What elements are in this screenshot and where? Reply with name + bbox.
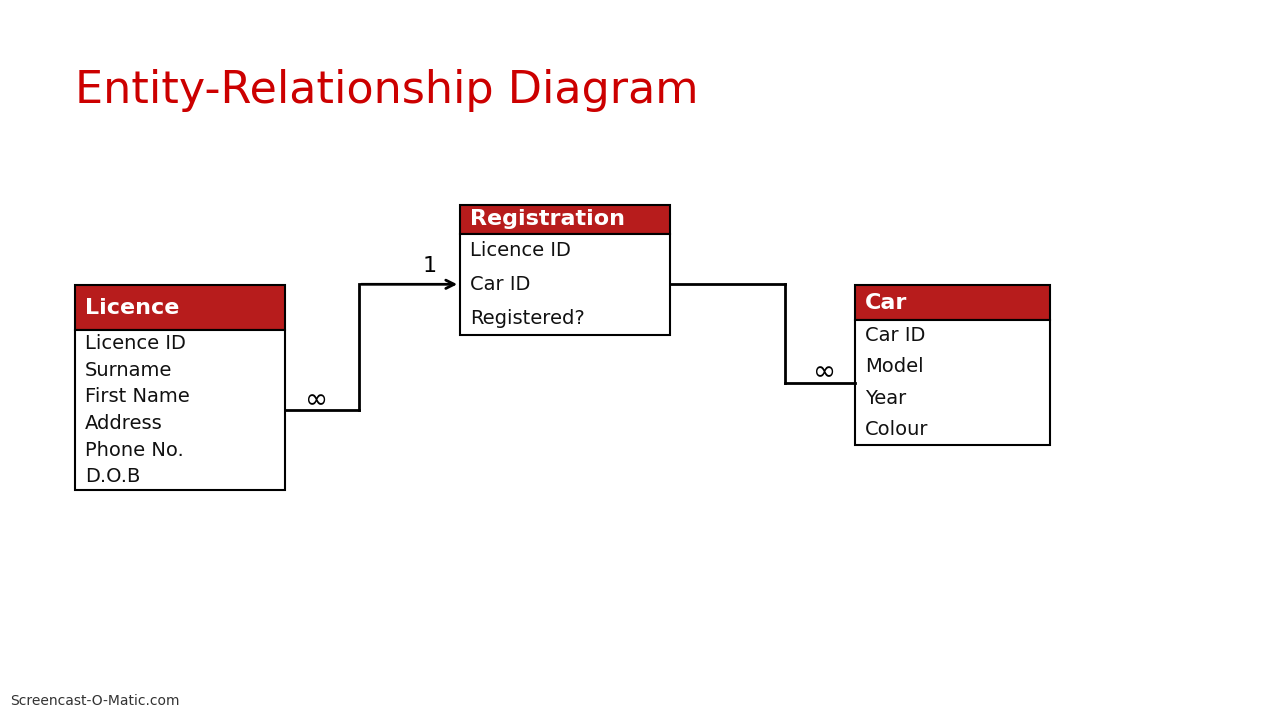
Text: Licence ID: Licence ID [470, 241, 571, 260]
Bar [460, 205, 669, 233]
Text: 1: 1 [422, 256, 436, 276]
Text: Registered?: Registered? [470, 309, 585, 328]
Bar [460, 233, 669, 335]
Text: Car: Car [865, 292, 908, 312]
Bar [76, 330, 285, 490]
Text: First Name: First Name [84, 387, 189, 406]
Bar [855, 320, 1050, 445]
Text: Licence ID: Licence ID [84, 334, 186, 353]
Text: Model: Model [865, 358, 924, 377]
Text: D.O.B: D.O.B [84, 467, 141, 486]
Text: Entity-Relationship Diagram: Entity-Relationship Diagram [76, 68, 699, 112]
Text: Year: Year [865, 389, 906, 408]
Text: Car ID: Car ID [470, 275, 530, 294]
Text: Registration: Registration [470, 210, 625, 229]
Bar [76, 285, 285, 330]
Text: Address: Address [84, 414, 163, 433]
Text: Colour: Colour [865, 420, 928, 439]
Text: Car ID: Car ID [865, 326, 925, 346]
Text: ∞: ∞ [813, 359, 837, 387]
Text: Licence: Licence [84, 297, 179, 318]
Text: Phone No.: Phone No. [84, 441, 184, 459]
Bar [855, 285, 1050, 320]
Text: Screencast-O-Matic.com: Screencast-O-Matic.com [10, 694, 179, 708]
Text: Surname: Surname [84, 361, 173, 379]
Text: ∞: ∞ [306, 386, 329, 414]
